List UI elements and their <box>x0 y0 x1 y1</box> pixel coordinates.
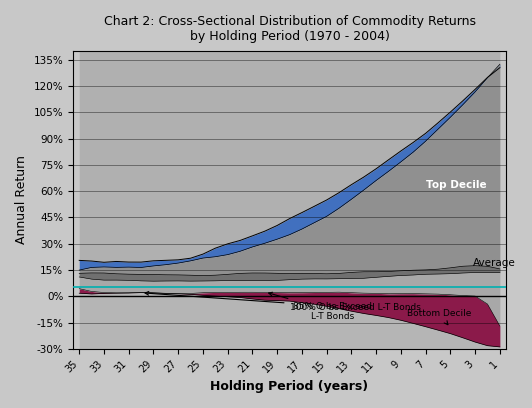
X-axis label: Holding Period (years): Holding Period (years) <box>211 380 369 393</box>
Text: Top Decile: Top Decile <box>426 180 486 190</box>
Text: Bottom Decile: Bottom Decile <box>407 309 471 325</box>
Text: 85% O bs Exceed
L-T Bonds: 85% O bs Exceed L-T Bonds <box>269 292 372 321</box>
Y-axis label: Annual Return: Annual Return <box>15 155 28 244</box>
Text: Average: Average <box>472 257 516 268</box>
Title: Chart 2: Cross-Sectional Distribution of Commodity Returns
by Holding Period (19: Chart 2: Cross-Sectional Distribution of… <box>104 15 476 43</box>
Text: 100% O bs Exceed L-T Bonds: 100% O bs Exceed L-T Bonds <box>145 291 420 312</box>
